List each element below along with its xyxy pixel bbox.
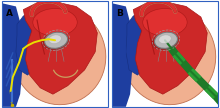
Polygon shape: [2, 3, 22, 107]
Ellipse shape: [151, 33, 178, 50]
Polygon shape: [126, 12, 154, 75]
Ellipse shape: [123, 8, 216, 105]
Polygon shape: [16, 12, 44, 75]
Ellipse shape: [156, 33, 179, 50]
Polygon shape: [23, 2, 97, 94]
Text: B: B: [116, 9, 123, 18]
Ellipse shape: [46, 33, 69, 50]
Ellipse shape: [159, 35, 171, 44]
Ellipse shape: [42, 33, 69, 50]
Ellipse shape: [45, 32, 68, 48]
Ellipse shape: [13, 8, 106, 105]
Ellipse shape: [49, 35, 61, 44]
Ellipse shape: [143, 9, 187, 36]
Polygon shape: [112, 3, 132, 107]
Ellipse shape: [154, 32, 178, 48]
Text: A: A: [6, 9, 13, 18]
Polygon shape: [133, 2, 207, 94]
Ellipse shape: [33, 9, 77, 36]
